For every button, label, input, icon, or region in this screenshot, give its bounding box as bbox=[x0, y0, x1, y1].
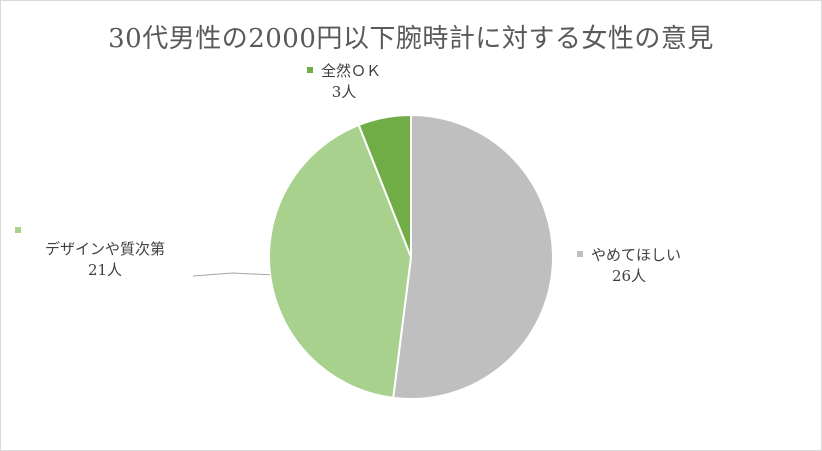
legend-key-swatch bbox=[15, 227, 21, 233]
data-label-yamete-hoshii: やめてほしい 26人 bbox=[577, 245, 681, 287]
leader-lines bbox=[192, 272, 271, 277]
data-label-design-shitsu-shidai: デザインや質次第 21人 bbox=[15, 227, 165, 281]
chart-title: 30代男性の2000円以下腕時計に対する女性の意見 bbox=[108, 24, 714, 54]
data-label-category: 全然ＯＫ bbox=[321, 62, 382, 80]
legend-key-swatch bbox=[577, 251, 583, 257]
legend-key-swatch bbox=[307, 67, 313, 73]
pie-slice-2 bbox=[357, 113, 412, 258]
leader-line-design-shitsu-shidai bbox=[192, 272, 271, 277]
pie-slice-0 bbox=[392, 113, 554, 400]
data-label-value: 21人 bbox=[87, 261, 123, 279]
data-label-value: 26人 bbox=[611, 267, 647, 285]
data-label-value: 3人 bbox=[331, 83, 357, 101]
data-label-category: デザインや質次第 bbox=[45, 240, 166, 258]
data-label-zenzen-ok: 全然ＯＫ 3人 bbox=[307, 61, 381, 103]
pie-slice-1 bbox=[268, 123, 413, 399]
data-label-category: やめてほしい bbox=[591, 246, 682, 264]
pie-slices bbox=[268, 113, 554, 400]
